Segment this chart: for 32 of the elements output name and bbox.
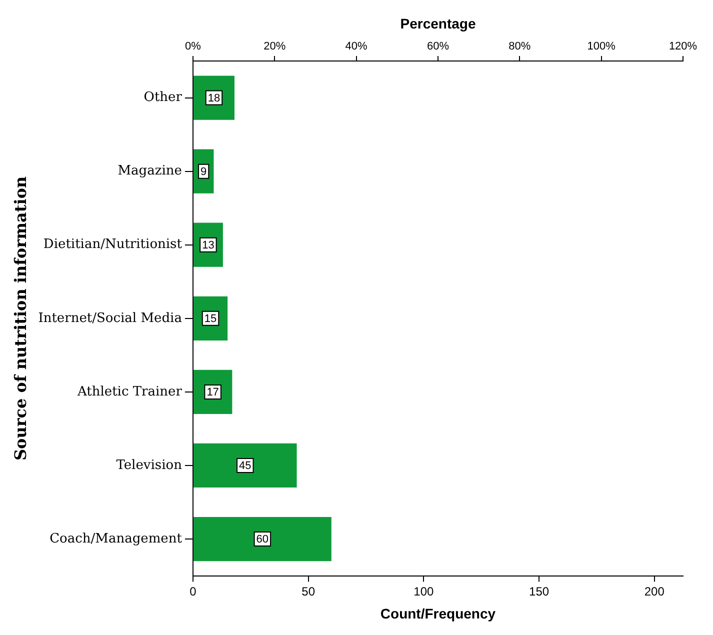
data-label: 60 <box>256 534 269 546</box>
y-tick-label: Athletic Trainer <box>76 384 183 400</box>
y-axis-title: Source of nutrition information <box>10 176 30 460</box>
x-tick-label: 50 <box>302 584 316 598</box>
x2-axis-title: Percentage <box>400 15 476 32</box>
x-axis-title: Count/Frequency <box>380 605 496 622</box>
x2-tick-label: 80% <box>508 40 531 52</box>
y-tick-label: Magazine <box>118 164 182 179</box>
data-label: 15 <box>204 312 217 325</box>
x2-tick-label: 120% <box>668 40 698 52</box>
data-label: 18 <box>208 92 220 104</box>
data-label: 17 <box>206 386 219 398</box>
x2-tick-label: 0% <box>185 40 202 52</box>
x2-tick-label: 60% <box>426 40 450 52</box>
bar <box>193 516 332 562</box>
y-tick-label: Dietitian/Nutritionist <box>43 237 183 252</box>
data-label: 9 <box>200 166 207 178</box>
bar <box>193 76 234 120</box>
x2-tick-label: 40% <box>345 40 368 52</box>
x-tick-label: 100 <box>414 584 434 598</box>
y-tick-label: Television <box>116 458 183 473</box>
y-tick-label: Other <box>144 90 183 106</box>
data-label: 45 <box>238 460 252 472</box>
data-label: 13 <box>202 239 214 252</box>
x2-tick-label: 20% <box>264 40 286 52</box>
x-tick-label: 0 <box>190 584 197 598</box>
x-tick-label: 200 <box>644 584 665 598</box>
x2-tick-label: 100% <box>587 40 616 52</box>
bar <box>193 443 297 488</box>
y-tick-label: Coach/Management <box>50 531 183 546</box>
x-tick-label: 150 <box>529 584 550 598</box>
y-tick-label: Internet/Social Media <box>38 310 182 326</box>
